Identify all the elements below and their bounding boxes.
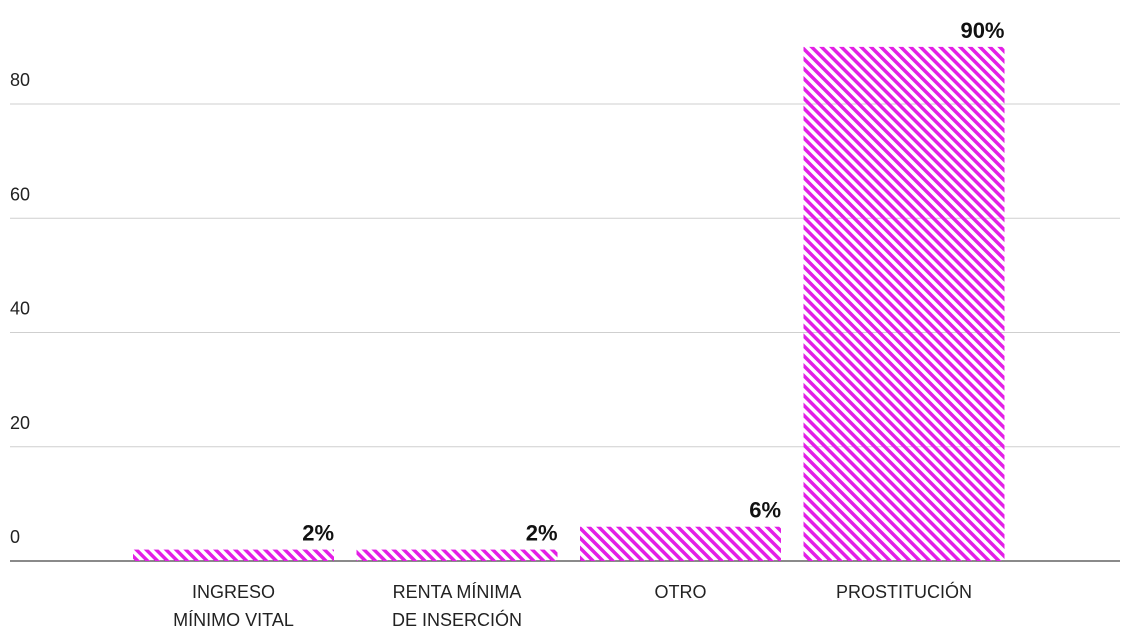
bar [133, 549, 334, 561]
value-label: 90% [960, 18, 1004, 43]
x-tick-label: INGRESO MÍNIMO VITAL [173, 582, 294, 630]
bar [803, 46, 1005, 561]
value-label: 6% [749, 498, 781, 523]
bar [580, 526, 781, 561]
y-tick-label: 80 [10, 70, 30, 90]
value-label: 2% [526, 521, 558, 546]
y-tick-label: 40 [10, 299, 30, 319]
y-tick-label: 0 [10, 527, 20, 547]
y-tick-label: 60 [10, 184, 30, 204]
y-tick-label: 20 [10, 413, 30, 433]
bar [356, 549, 558, 561]
value-label: 2% [302, 521, 334, 546]
x-tick-label: RENTA MÍNIMA DE INSERCIÓN [392, 582, 522, 630]
x-tick-label: OTRO [655, 582, 707, 602]
x-tick-label: PROSTITUCIÓN [836, 581, 972, 602]
